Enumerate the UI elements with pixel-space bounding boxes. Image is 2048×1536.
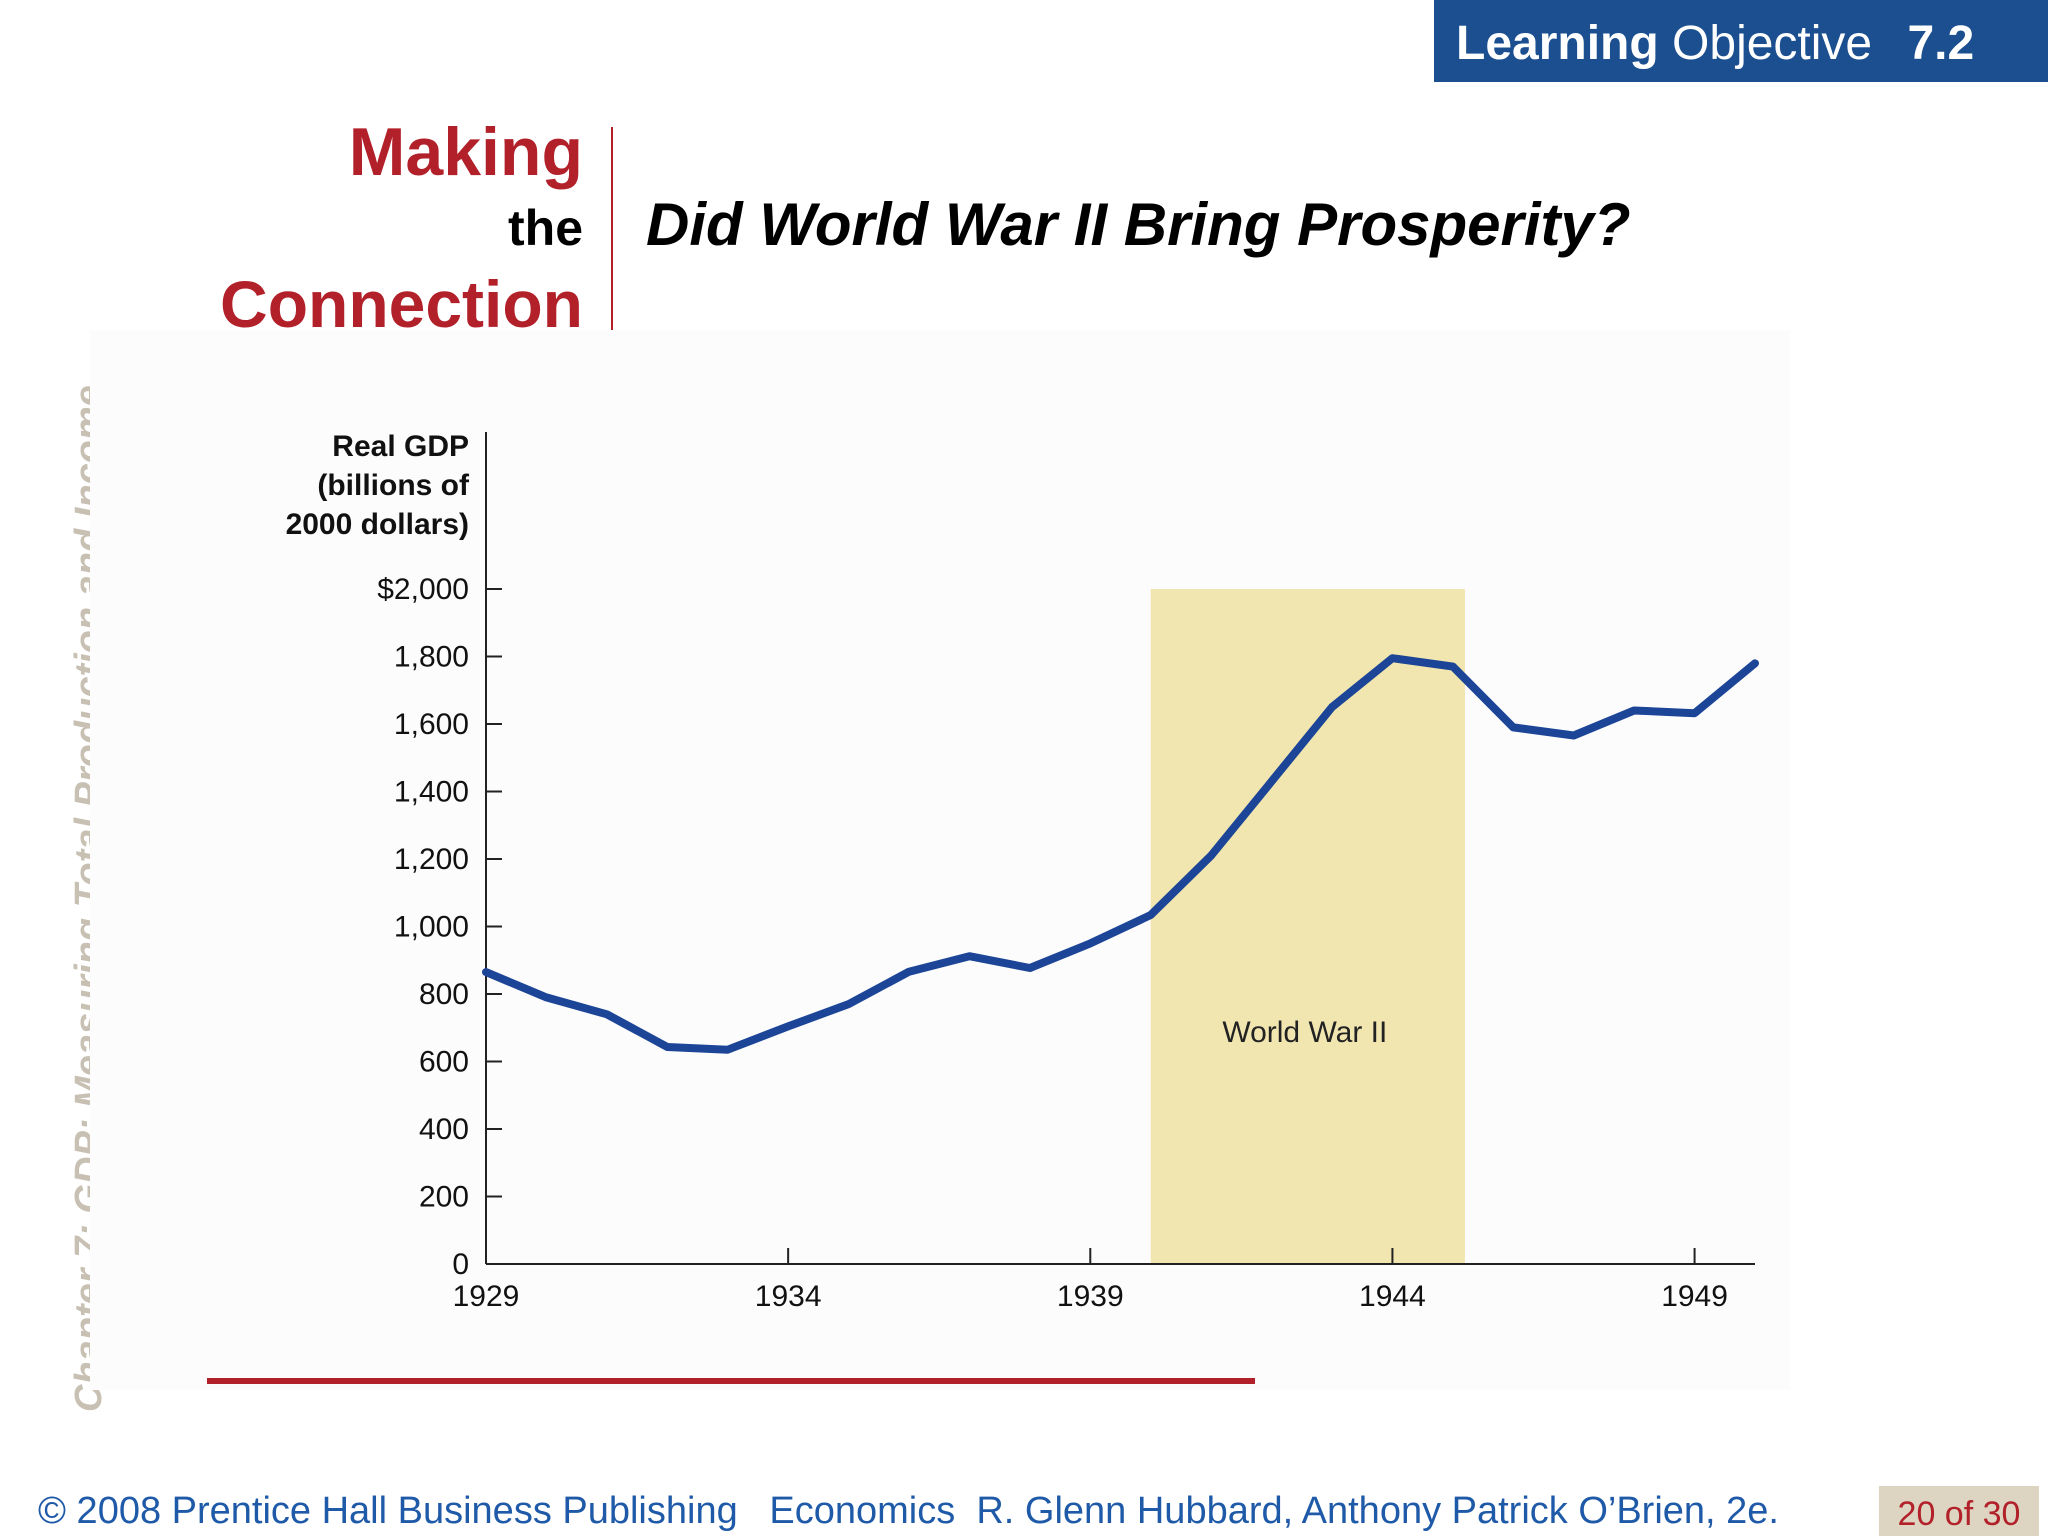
making-the-connection-heading: Making the Connection <box>163 112 583 344</box>
data-point <box>1086 939 1094 947</box>
data-point <box>1328 703 1336 711</box>
y-tick-label: 1,200 <box>394 843 469 876</box>
x-tick-label: 1939 <box>1057 1280 1124 1313</box>
slide-title: Did World War II Bring Prosperity? <box>646 191 1631 258</box>
y-axis-label-line: Real GDP <box>332 430 469 463</box>
data-point <box>1570 731 1578 739</box>
label-layer: Real GDP (billions of 2000 dollars) <box>286 430 470 541</box>
data-point <box>482 968 490 976</box>
y-axis-label-line: (billions of <box>317 469 470 502</box>
data-point <box>1751 659 1759 667</box>
feature-line-the: the <box>508 200 583 256</box>
data-point <box>1268 777 1276 785</box>
data-point <box>603 1010 611 1018</box>
data-point <box>1207 852 1215 860</box>
y-tick-label: 200 <box>419 1181 469 1214</box>
y-tick-label: 800 <box>419 978 469 1011</box>
y-tick-label: 0 <box>452 1248 469 1281</box>
band-layer: World War II <box>1150 589 1465 1264</box>
red-rule <box>207 1378 1255 1384</box>
data-point <box>965 952 973 960</box>
shaded-region-world-war-ii <box>1150 589 1465 1264</box>
data-point <box>784 1022 792 1030</box>
data-point <box>1388 654 1396 662</box>
learning-objective-badge: Learning Objective 7.2 <box>1434 0 2048 82</box>
y-tick-label: 1,400 <box>394 776 469 809</box>
learning-objective-number: 7.2 <box>1907 17 1975 70</box>
y-axis-label-line: 2000 dollars) <box>286 508 469 541</box>
y-tick-label: $2,000 <box>377 573 469 606</box>
data-point <box>905 968 913 976</box>
x-tick-label: 1929 <box>453 1280 520 1313</box>
footer-copyright: © 2008 Prentice Hall Business Publishing… <box>38 1490 1779 1532</box>
y-tick-label: 600 <box>419 1046 469 1079</box>
x-tick-label: 1934 <box>755 1280 822 1313</box>
feature-line-connection: Connection <box>220 267 583 341</box>
data-point <box>1509 723 1517 731</box>
data-point <box>542 993 550 1001</box>
series-line-real-gdp <box>482 654 1759 1054</box>
data-point <box>845 1000 853 1008</box>
data-point <box>1147 911 1155 919</box>
data-point <box>1026 964 1034 972</box>
page-number-badge: 20 of 30 <box>1879 1486 2039 1536</box>
feature-divider <box>611 127 613 334</box>
data-point <box>1449 663 1457 671</box>
data-point <box>663 1043 671 1051</box>
learning-objective-bold-word: Learning <box>1456 17 1659 70</box>
data-point <box>1691 709 1699 717</box>
axis-layer: 0 200 400 600 800 1,000 1,200 1,400 1,600 1,800 $2… <box>377 432 1755 1313</box>
y-tick-label: 400 <box>419 1113 469 1146</box>
line-layer <box>482 654 1759 1054</box>
x-tick-label: 1944 <box>1359 1280 1426 1313</box>
chart-panel <box>90 330 1790 1390</box>
y-tick-label: 1,600 <box>394 708 469 741</box>
y-tick-label: 1,800 <box>394 641 469 674</box>
shaded-region-label: World War II <box>1222 1016 1387 1049</box>
learning-objective-word: Objective <box>1672 17 1873 70</box>
data-point <box>724 1046 732 1054</box>
y-tick-label: 1,000 <box>394 911 469 944</box>
x-tick-label: 1949 <box>1661 1280 1728 1313</box>
feature-line-making: Making <box>348 114 583 190</box>
data-point <box>1630 707 1638 714</box>
